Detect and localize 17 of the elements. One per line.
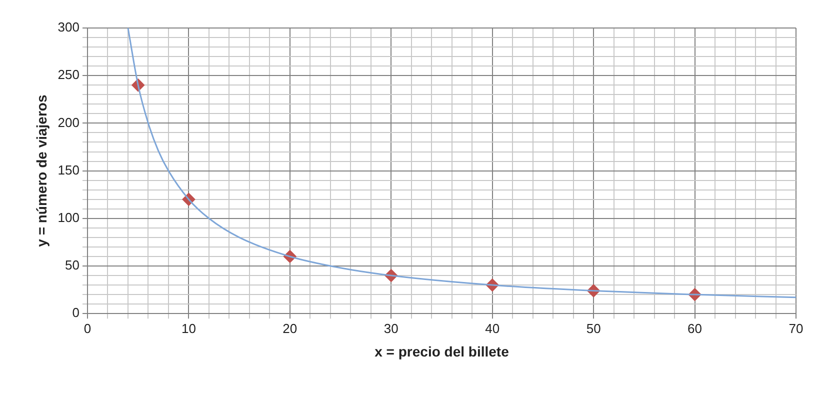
y-tick-label: 100 <box>58 210 80 225</box>
y-axis-title: y = número de viajeros <box>33 94 50 247</box>
x-tick-label: 70 <box>788 320 804 336</box>
x-tick-label: 20 <box>282 320 298 336</box>
x-tick-label: 60 <box>688 320 702 336</box>
x-tick-label: 50 <box>586 320 601 336</box>
x-tick-label: 10 <box>181 320 196 336</box>
y-tick-label: 300 <box>58 20 80 35</box>
y-tick-label: 150 <box>58 162 80 178</box>
x-axis-title: x = precio del billete <box>374 343 510 360</box>
y-tick-label: 50 <box>65 258 80 273</box>
x-tick-label: 30 <box>384 320 398 336</box>
x-tick-label: 0 <box>84 320 92 336</box>
y-tick-label: 0 <box>72 305 80 320</box>
y-tick-label: 250 <box>58 67 80 82</box>
y-tick-label: 200 <box>58 114 80 130</box>
x-tick-label: 40 <box>485 320 500 336</box>
